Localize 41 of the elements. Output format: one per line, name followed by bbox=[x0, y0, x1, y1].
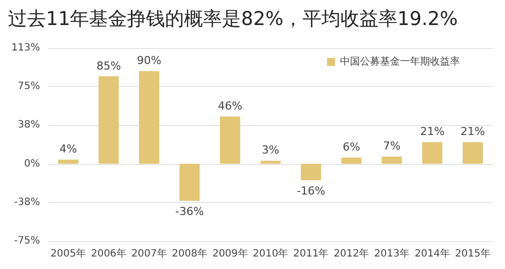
x-tick-label: 2011年 bbox=[293, 248, 329, 260]
data-label: -36% bbox=[175, 204, 204, 218]
y-tick-label: 38% bbox=[18, 120, 40, 131]
bar bbox=[382, 156, 402, 164]
bar bbox=[179, 164, 200, 201]
x-tick-label: 2008年 bbox=[172, 248, 208, 260]
bar bbox=[260, 160, 281, 164]
y-tick-label: 113% bbox=[11, 42, 40, 54]
y-tick-label: 0% bbox=[24, 158, 40, 170]
bar bbox=[139, 71, 160, 164]
x-tick-label: 2010年 bbox=[252, 248, 288, 260]
y-tick-label: -38% bbox=[14, 196, 40, 208]
bar bbox=[341, 158, 362, 164]
data-label: 85% bbox=[96, 59, 121, 72]
x-tick-label: 2015年 bbox=[455, 248, 490, 260]
bar bbox=[220, 116, 240, 164]
bar bbox=[58, 160, 78, 164]
chart-title: 过去11年基金挣钱的概率是82%，平均收益率19.2% bbox=[7, 7, 459, 32]
data-label: 90% bbox=[136, 54, 162, 68]
data-label: 6% bbox=[342, 140, 360, 154]
legend-label: 中国公募基金一年期收益率 bbox=[340, 56, 460, 68]
x-tick-label: 2013年 bbox=[374, 248, 410, 260]
data-label: 21% bbox=[460, 125, 485, 138]
data-label: 21% bbox=[420, 125, 445, 138]
y-tick-label: 75% bbox=[18, 81, 40, 92]
bar bbox=[462, 142, 483, 164]
x-tick-label: 2005年 bbox=[50, 248, 86, 260]
bar bbox=[422, 142, 442, 164]
x-tick-label: 2007年 bbox=[131, 248, 167, 260]
data-label: 4% bbox=[60, 142, 77, 156]
data-label: 7% bbox=[383, 140, 401, 153]
x-tick-label: 2012年 bbox=[334, 248, 370, 260]
bar bbox=[300, 164, 322, 180]
data-label: 46% bbox=[218, 99, 242, 112]
data-label: -16% bbox=[296, 184, 326, 198]
y-tick-label: -75% bbox=[14, 236, 40, 246]
data-label: 3% bbox=[262, 144, 280, 157]
x-tick-label: 2009年 bbox=[212, 248, 248, 260]
bar bbox=[98, 76, 119, 164]
x-tick-label: 2014年 bbox=[414, 248, 450, 260]
x-tick-label: 2006年 bbox=[90, 248, 126, 260]
